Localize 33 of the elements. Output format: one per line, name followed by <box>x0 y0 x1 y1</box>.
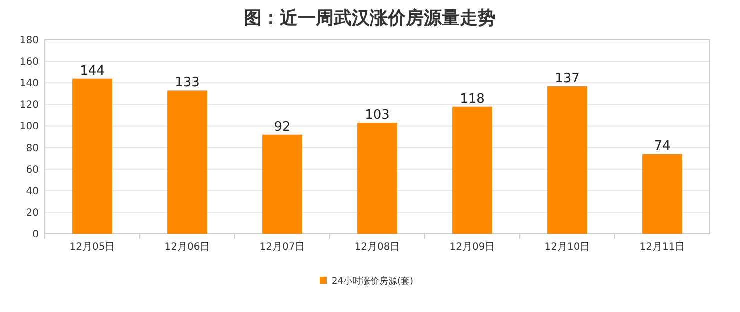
data-label: 74 <box>654 139 671 154</box>
y-tick-label: 180 <box>20 36 39 46</box>
x-tick-label: 12月06日 <box>164 242 210 253</box>
data-label: 103 <box>365 108 390 123</box>
bar <box>642 154 682 234</box>
x-tick-label: 12月10日 <box>544 242 590 253</box>
y-tick-label: 160 <box>20 57 39 68</box>
y-tick-label: 80 <box>26 143 39 154</box>
y-tick-label: 60 <box>26 164 39 176</box>
y-tick-label: 40 <box>26 186 39 198</box>
bar <box>548 86 588 234</box>
data-label: 137 <box>555 71 580 86</box>
chart-title: 图：近一周武汉涨价房源量走势 <box>244 8 496 29</box>
bar <box>168 90 208 234</box>
bar <box>262 134 302 234</box>
data-label: 118 <box>460 92 485 107</box>
bar <box>72 78 112 234</box>
x-tick-label: 12月08日 <box>354 242 400 253</box>
x-tick-label: 12月11日 <box>640 242 686 253</box>
data-label: 144 <box>80 64 105 79</box>
y-tick-label: 20 <box>26 208 39 219</box>
data-label: 133 <box>175 76 200 91</box>
y-tick-label: 100 <box>20 122 39 133</box>
x-tick-label: 12月07日 <box>260 242 306 253</box>
y-tick-label: 140 <box>20 78 39 90</box>
legend-label: 24小时涨价房源(套) <box>332 276 414 287</box>
data-label: 92 <box>274 120 291 135</box>
bar <box>452 106 492 234</box>
x-tick-label: 12月09日 <box>450 242 496 253</box>
bar <box>358 122 398 234</box>
x-tick-label: 12月05日 <box>70 242 116 253</box>
y-tick-label: 0 <box>32 230 39 240</box>
y-tick-label: 120 <box>20 100 39 112</box>
